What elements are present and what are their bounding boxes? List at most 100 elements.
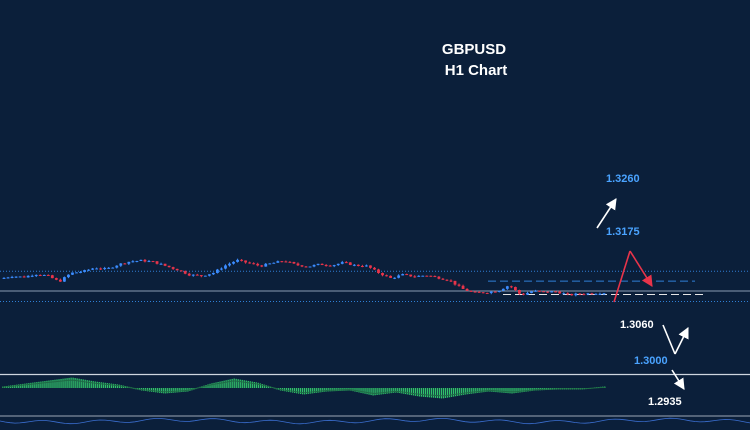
candle-body <box>344 262 348 264</box>
histogram-bar <box>450 388 453 397</box>
candle-body <box>574 293 578 296</box>
chart-title-symbol: GBPUSD <box>442 41 506 58</box>
histogram-bar <box>388 388 390 394</box>
projection-arrow-down-white <box>671 369 685 390</box>
histogram-bar <box>322 388 324 393</box>
histogram-bar <box>70 377 72 388</box>
candle-body <box>34 274 38 276</box>
histogram-bar <box>467 388 469 395</box>
histogram-bar <box>306 388 308 395</box>
histogram-bar <box>356 388 358 393</box>
histogram-bar <box>247 380 249 388</box>
histogram-bar <box>233 378 235 388</box>
histogram-bar <box>402 388 404 394</box>
histogram-bar <box>455 388 457 397</box>
histogram-bar <box>243 380 245 388</box>
candle-body <box>63 277 66 282</box>
histogram-bar <box>50 380 52 388</box>
candle-body <box>526 292 529 295</box>
histogram-bar <box>185 388 187 392</box>
histogram-bar <box>259 383 262 388</box>
candle-body <box>268 263 272 265</box>
histogram-bar <box>426 388 429 398</box>
candle-body <box>91 268 95 270</box>
histogram-bar <box>181 388 183 393</box>
projection-arrow-rebound-white <box>674 326 689 355</box>
candle-body <box>6 277 10 279</box>
histogram-bar <box>18 384 20 388</box>
histogram-bar <box>100 382 102 388</box>
histogram-bar <box>360 388 362 393</box>
histogram-bar <box>521 388 523 393</box>
level-label-1-3000: 1.3000 <box>634 355 668 367</box>
candle-body <box>562 293 566 295</box>
candle-body <box>530 291 533 293</box>
candle-body <box>365 265 368 267</box>
histogram-bar <box>497 388 499 393</box>
histogram-bar <box>479 388 481 393</box>
candle-body <box>244 260 248 263</box>
candle-body <box>501 288 505 291</box>
histogram-bar <box>36 382 38 388</box>
histogram-bar <box>179 388 181 393</box>
histogram-bar <box>257 382 259 388</box>
histogram-bar <box>146 388 149 392</box>
histogram-bar <box>390 388 392 394</box>
histogram-bar <box>116 384 119 388</box>
histogram-bar <box>400 388 402 394</box>
candle-body <box>18 276 22 278</box>
candle-body <box>195 274 199 276</box>
histogram-bar <box>332 388 334 392</box>
candle-body <box>296 263 300 266</box>
histogram-bar <box>114 384 117 388</box>
histogram-bar <box>62 378 64 388</box>
histogram-bar <box>406 388 408 395</box>
histogram-bar <box>171 388 173 393</box>
candle-body <box>413 276 417 278</box>
histogram-bar <box>368 388 370 395</box>
histogram-bar <box>237 379 239 388</box>
histogram-bar <box>96 381 98 388</box>
histogram-bar <box>531 388 533 391</box>
histogram-bar <box>380 388 382 395</box>
histogram-bar <box>255 382 257 388</box>
histogram-bar <box>150 388 153 392</box>
level-label-1-2935: 1.2935 <box>648 396 682 408</box>
histogram-bar <box>261 384 264 388</box>
candle-body <box>143 259 147 262</box>
candle-body <box>320 263 324 266</box>
histogram-bar <box>324 388 326 392</box>
histogram-bar <box>231 378 233 388</box>
histogram-bar <box>418 388 421 397</box>
histogram-bar <box>481 388 483 393</box>
candle-body <box>191 274 195 276</box>
candle-body <box>115 265 119 268</box>
histogram-bar <box>66 378 68 388</box>
histogram-bar <box>251 381 253 388</box>
histogram-bar <box>144 388 147 392</box>
candle-body <box>228 263 231 266</box>
histogram-bar <box>38 381 40 388</box>
histogram-bar <box>287 388 290 392</box>
histogram-bar <box>408 388 410 395</box>
histogram-bar <box>354 388 356 392</box>
histogram-bar <box>420 388 423 397</box>
candle-body <box>461 285 465 289</box>
histogram-bar <box>52 379 54 388</box>
histogram-bar <box>473 388 475 394</box>
histogram-bar <box>74 378 76 388</box>
candle-body <box>421 275 425 277</box>
histogram-bar <box>316 388 318 393</box>
histogram-bar <box>82 379 84 388</box>
candle-body <box>30 275 34 277</box>
histogram-bar <box>440 388 443 399</box>
histogram-bar <box>499 388 501 393</box>
candle-body <box>538 290 541 292</box>
histogram-bar <box>159 388 161 393</box>
histogram-bar <box>217 381 219 388</box>
candle-body <box>397 275 401 278</box>
histogram-bar <box>483 388 485 393</box>
histogram-bar <box>442 388 445 399</box>
candle-body <box>473 291 477 293</box>
histogram-bar <box>362 388 364 394</box>
